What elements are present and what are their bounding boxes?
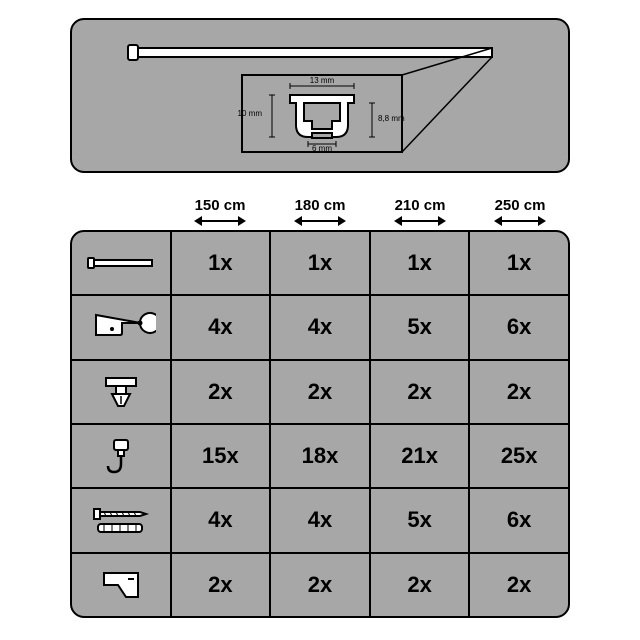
col-header: 250 cm: [470, 197, 570, 227]
table-row: 1x 1x 1x 1x: [72, 232, 568, 294]
qty-cell: 6x: [468, 296, 568, 358]
dim-width-bottom: 6 mm: [312, 144, 332, 153]
qty-cell: 4x: [269, 489, 369, 551]
width-arrow-icon: [494, 215, 546, 227]
qty-cell: 25x: [468, 425, 568, 487]
width-arrow-icon: [394, 215, 446, 227]
table-row: 2x 2x 2x 2x: [72, 359, 568, 423]
qty-cell: 6x: [468, 489, 568, 551]
col-header-label: 180 cm: [295, 197, 346, 214]
width-arrow-icon: [194, 215, 246, 227]
glider-icon: [72, 425, 170, 487]
bracket-icon: [72, 296, 170, 358]
qty-cell: 2x: [369, 554, 469, 616]
qty-cell: 4x: [269, 296, 369, 358]
col-header-label: 250 cm: [495, 197, 546, 214]
qty-cell: 5x: [369, 296, 469, 358]
profile-diagram-svg: 13 mm 6 mm 10 mm 8,8 mm: [72, 20, 572, 175]
col-header-label: 150 cm: [195, 197, 246, 214]
qty-cell: 5x: [369, 489, 469, 551]
qty-cell: 2x: [468, 554, 568, 616]
rail-icon: [72, 232, 170, 294]
col-header: 210 cm: [370, 197, 470, 227]
col-header: 180 cm: [270, 197, 370, 227]
qty-cell: 4x: [170, 489, 270, 551]
table-row: 4x 4x 5x 6x: [72, 487, 568, 551]
qty-cell: 1x: [369, 232, 469, 294]
qty-cell: 1x: [269, 232, 369, 294]
qty-cell: 2x: [170, 554, 270, 616]
rail-side-view: [128, 45, 492, 60]
screw-icon: [72, 489, 170, 551]
qty-cell: 2x: [468, 361, 568, 423]
dim-width-top: 13 mm: [310, 76, 335, 85]
qty-cell: 1x: [170, 232, 270, 294]
table-row: 4x 4x 5x 6x: [72, 294, 568, 358]
profile-diagram-panel: 13 mm 6 mm 10 mm 8,8 mm: [70, 18, 570, 173]
qty-cell: 4x: [170, 296, 270, 358]
width-arrow-icon: [294, 215, 346, 227]
dim-height-left: 10 mm: [238, 109, 263, 118]
qty-cell: 2x: [170, 361, 270, 423]
col-header-label: 210 cm: [395, 197, 446, 214]
qty-cell: 2x: [369, 361, 469, 423]
qty-cell: 18x: [269, 425, 369, 487]
stopper-icon: [72, 361, 170, 423]
parts-table: 1x 1x 1x 1x 4x 4x 5x 6x 2x 2x: [70, 230, 570, 618]
col-header: 150 cm: [170, 197, 270, 227]
qty-cell: 1x: [468, 232, 568, 294]
qty-cell: 2x: [269, 361, 369, 423]
cross-section-box: 13 mm 6 mm 10 mm 8,8 mm: [238, 75, 405, 153]
qty-cell: 15x: [170, 425, 270, 487]
qty-cell: 21x: [369, 425, 469, 487]
table-row: 15x 18x 21x 25x: [72, 423, 568, 487]
qty-cell: 2x: [269, 554, 369, 616]
endcap-icon: [72, 554, 170, 616]
column-headers: 150 cm 180 cm 210 cm 250 cm: [70, 197, 570, 227]
table-row: 2x 2x 2x 2x: [72, 552, 568, 616]
dim-height-right: 8,8 mm: [378, 114, 405, 123]
